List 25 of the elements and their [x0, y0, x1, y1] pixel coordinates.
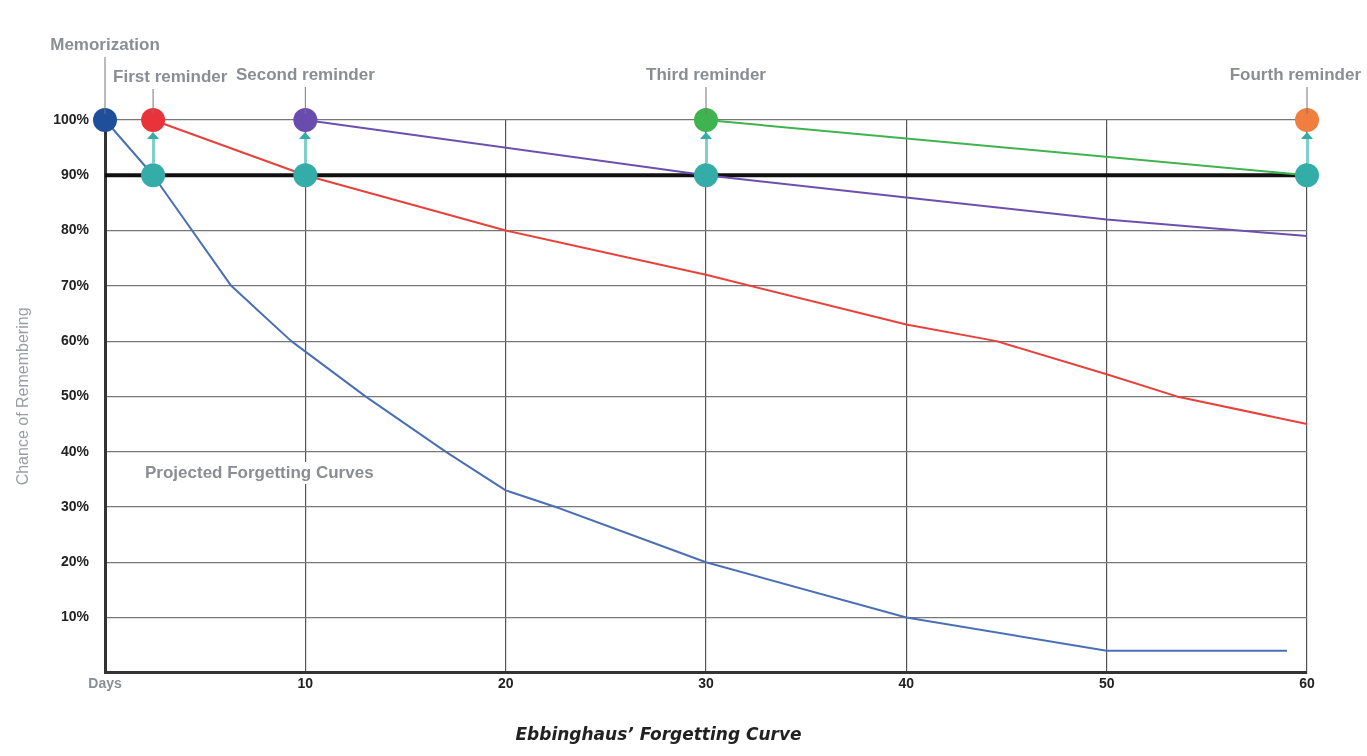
annotation: Memorization	[50, 35, 160, 55]
annotation: Projected Forgetting Curves	[145, 463, 374, 483]
x-tick-label: 20	[497, 675, 514, 692]
x-tick-label: 30	[698, 675, 714, 692]
y-tick-label: 100%	[53, 110, 90, 127]
y-axis-title: Chance of Remembering	[14, 307, 32, 486]
x-tick-label: 60	[1299, 675, 1315, 692]
y-tick-label: 90%	[60, 166, 90, 183]
x-tick-label: 10	[297, 675, 314, 692]
y-tick-label: 70%	[60, 276, 90, 293]
y-tick-label: 10%	[60, 608, 90, 625]
y-tick-label: 60%	[60, 331, 90, 348]
y-tick-label: 50%	[60, 387, 90, 404]
x-tick-label: 50	[1098, 675, 1115, 692]
y-tick-label: 20%	[60, 553, 90, 570]
text: Ebbinghaus’ Forgetting Curve	[515, 724, 802, 745]
annotation: Fourth reminder	[1229, 65, 1362, 85]
x-tick-label: Days	[88, 675, 122, 692]
annotation: First reminder	[113, 67, 228, 87]
x-tick-label: 40	[898, 675, 915, 692]
y-tick-label: 30%	[60, 497, 90, 514]
annotation: Third reminder	[646, 65, 767, 85]
annotation: Second reminder	[235, 65, 376, 85]
y-tick-label: 80%	[60, 221, 90, 238]
y-tick-label: 40%	[60, 442, 90, 459]
